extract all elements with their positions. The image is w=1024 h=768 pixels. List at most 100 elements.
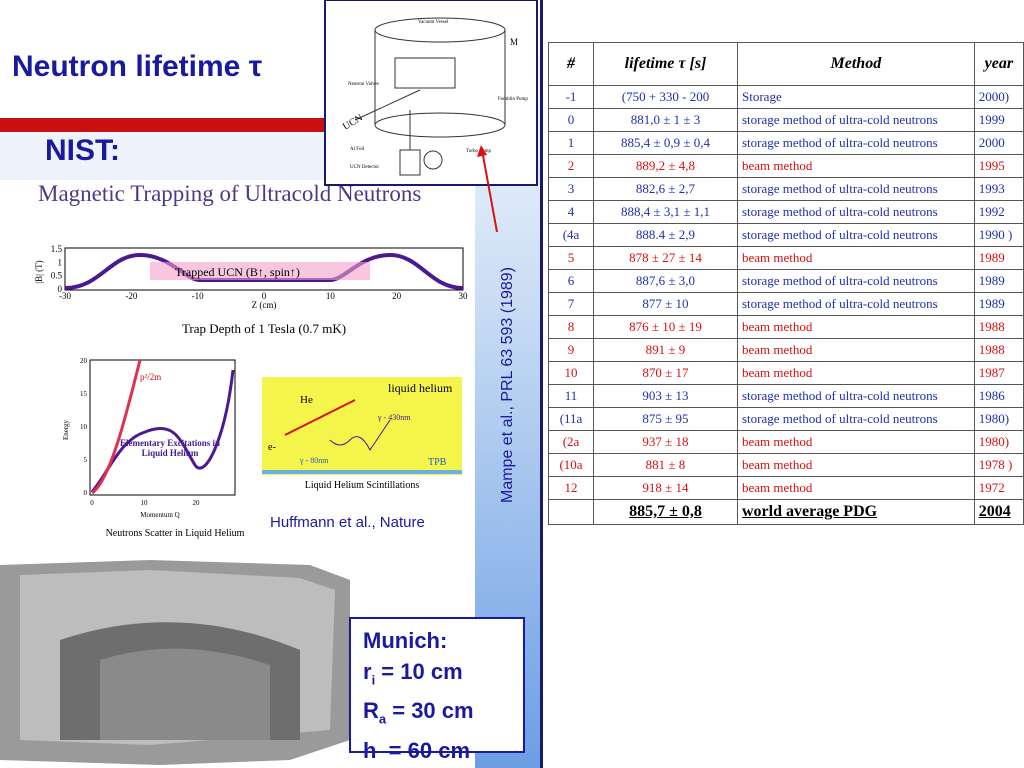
cell: beam method bbox=[737, 246, 975, 270]
apparatus-frame bbox=[324, 0, 538, 186]
symbol: R bbox=[363, 698, 379, 724]
lifetime-table: # lifetime τ [s] Method year -1 (750 + 330 -… bbox=[548, 42, 1024, 525]
cell: 2000) bbox=[973, 85, 1024, 109]
table-row: 3 882,6 ± 2,7 storage method of ultra-cold… bbox=[548, 177, 1024, 201]
citation: Huffmann et al., Nature bbox=[270, 514, 425, 531]
table-row: 7 877 ± 10 storage method of ultra-cold ne… bbox=[548, 292, 1024, 316]
y-tick-label: 0 bbox=[84, 489, 88, 497]
apparatus-drawing bbox=[354, 17, 506, 176]
header-cell: # bbox=[548, 42, 594, 86]
table-row: 0 881,0 ± 1 ± 3 storage method of ultra-co… bbox=[548, 108, 1024, 132]
y-tick-label: 5 bbox=[84, 456, 88, 464]
pointer-arrow bbox=[481, 149, 498, 233]
table-row: 11 903 ± 13 storage method of ultra-cold n… bbox=[548, 384, 1024, 408]
cell: 0 bbox=[548, 108, 594, 132]
cell: (750 + 330 - 200 bbox=[593, 85, 738, 109]
x-tick-label: 20 bbox=[392, 291, 402, 301]
cell: Storage bbox=[737, 85, 975, 109]
photon bbox=[329, 419, 391, 451]
cell: 1987 bbox=[973, 361, 1024, 385]
munich-line: ri = 10 cm bbox=[363, 656, 523, 695]
y-tick-label: 1.5 bbox=[51, 244, 63, 254]
cell: (2a bbox=[548, 430, 594, 454]
cell: 1989 bbox=[973, 246, 1024, 270]
title: Neutron lifetime τ bbox=[12, 50, 263, 83]
x-tick-label: 30 bbox=[459, 291, 469, 301]
plot-label: Trapped UCN (B↑, spin↑) bbox=[175, 265, 300, 279]
cell: 9 bbox=[548, 338, 594, 362]
apparatus-label: UCN Detector bbox=[350, 165, 379, 170]
table-row: 6 887,6 ± 3,0 storage method of ultra-cold… bbox=[548, 269, 1024, 293]
cell: 885,4 ± 0,9 ± 0,4 bbox=[593, 131, 738, 155]
cell: 882,6 ± 2,7 bbox=[593, 177, 738, 201]
footer-row: 885,7 ± 0,8 world average PDG 2004 bbox=[548, 499, 1024, 525]
subtitle-band bbox=[0, 132, 325, 180]
cell: (11a bbox=[548, 407, 594, 431]
scint-box bbox=[262, 377, 462, 475]
cell: 2000 bbox=[973, 131, 1024, 155]
cell: 887,6 ± 3,0 bbox=[593, 269, 738, 293]
cell: (4a bbox=[548, 223, 594, 247]
cell: 877 ± 10 bbox=[593, 292, 738, 316]
cell: 1980) bbox=[973, 407, 1024, 431]
cell: 878 ± 27 ± 14 bbox=[593, 246, 738, 270]
cell: storage method of ultra-cold neutrons bbox=[737, 200, 975, 224]
x-tick-label: 10 bbox=[326, 291, 336, 301]
cell: 888.4 ± 2,9 bbox=[593, 223, 738, 247]
cell: storage method of ultra-cold neutrons bbox=[737, 223, 975, 247]
scint-label: He bbox=[300, 394, 313, 406]
caption: Liquid Helium Scintillations bbox=[305, 480, 420, 491]
cell: storage method of ultra-cold neutrons bbox=[737, 384, 975, 408]
axis-label: Energy bbox=[62, 419, 70, 440]
cell: 870 ± 17 bbox=[593, 361, 738, 385]
y-tick-label: 0 bbox=[58, 284, 63, 294]
header-cell: lifetime τ [s] bbox=[593, 42, 738, 86]
cell: storage method of ultra-cold neutrons bbox=[737, 269, 975, 293]
cell: 2004 bbox=[973, 499, 1024, 525]
cell: 5 bbox=[548, 246, 594, 270]
scint-label: γ - 430nm bbox=[377, 413, 411, 422]
cell: beam method bbox=[737, 315, 975, 339]
cell: 1972 bbox=[973, 476, 1024, 500]
x-tick-label: 20 bbox=[193, 499, 201, 507]
x-tick-label: -30 bbox=[59, 291, 71, 301]
table-row: (11a 875 ± 95 storage method of ultra-cold… bbox=[548, 407, 1024, 431]
cell: beam method bbox=[737, 361, 975, 385]
apparatus-label: M bbox=[510, 37, 518, 47]
dispersion-curve bbox=[90, 369, 235, 493]
subtitle: NIST: bbox=[45, 134, 120, 167]
table-row: 9 891 ± 9 beam method 1988 bbox=[548, 338, 1024, 362]
cell: 1993 bbox=[973, 177, 1024, 201]
cell: 6 bbox=[548, 269, 594, 293]
cell: 1989 bbox=[973, 269, 1024, 293]
cell: 881 ± 8 bbox=[593, 453, 738, 477]
plot-frame bbox=[64, 247, 464, 291]
plot-label: Elementary Excitations in Liquid Helium bbox=[120, 438, 220, 458]
subscript: a bbox=[378, 711, 387, 727]
table-row: 10 870 ± 17 beam method 1987 bbox=[548, 361, 1024, 385]
value: = 10 cm bbox=[375, 659, 463, 684]
caption: Trap Depth of 1 Tesla (0.7 mK) bbox=[182, 321, 346, 336]
cell: 888,4 ± 3,1 ± 1,1 bbox=[593, 200, 738, 224]
cell: 918 ± 14 bbox=[593, 476, 738, 500]
cell: 8 bbox=[548, 315, 594, 339]
y-tick-label: 15 bbox=[80, 390, 88, 398]
cell: 937 ± 18 bbox=[593, 430, 738, 454]
header-cell: Method bbox=[737, 42, 975, 86]
track bbox=[284, 399, 356, 436]
detector-image bbox=[0, 560, 350, 765]
table-row: 8 876 ± 10 ± 19 beam method 1988 bbox=[548, 315, 1024, 339]
cell: 875 ± 95 bbox=[593, 407, 738, 431]
cell: 1986 bbox=[973, 384, 1024, 408]
x-tick-label: -20 bbox=[125, 291, 137, 301]
cell: beam method bbox=[737, 476, 975, 500]
x-tick-label: 0 bbox=[90, 499, 94, 507]
tpb-layer bbox=[262, 470, 462, 474]
axis-label: Momentum Q bbox=[140, 511, 179, 519]
table-row: (10a 881 ± 8 beam method 1978 ) bbox=[548, 453, 1024, 477]
y-tick-label: 1 bbox=[58, 257, 63, 267]
munich-line: h = 60 cm bbox=[363, 735, 523, 766]
subscript: i bbox=[371, 672, 376, 688]
table-row: 5 878 ± 27 ± 14 beam method 1989 bbox=[548, 246, 1024, 270]
cell: 4 bbox=[548, 200, 594, 224]
